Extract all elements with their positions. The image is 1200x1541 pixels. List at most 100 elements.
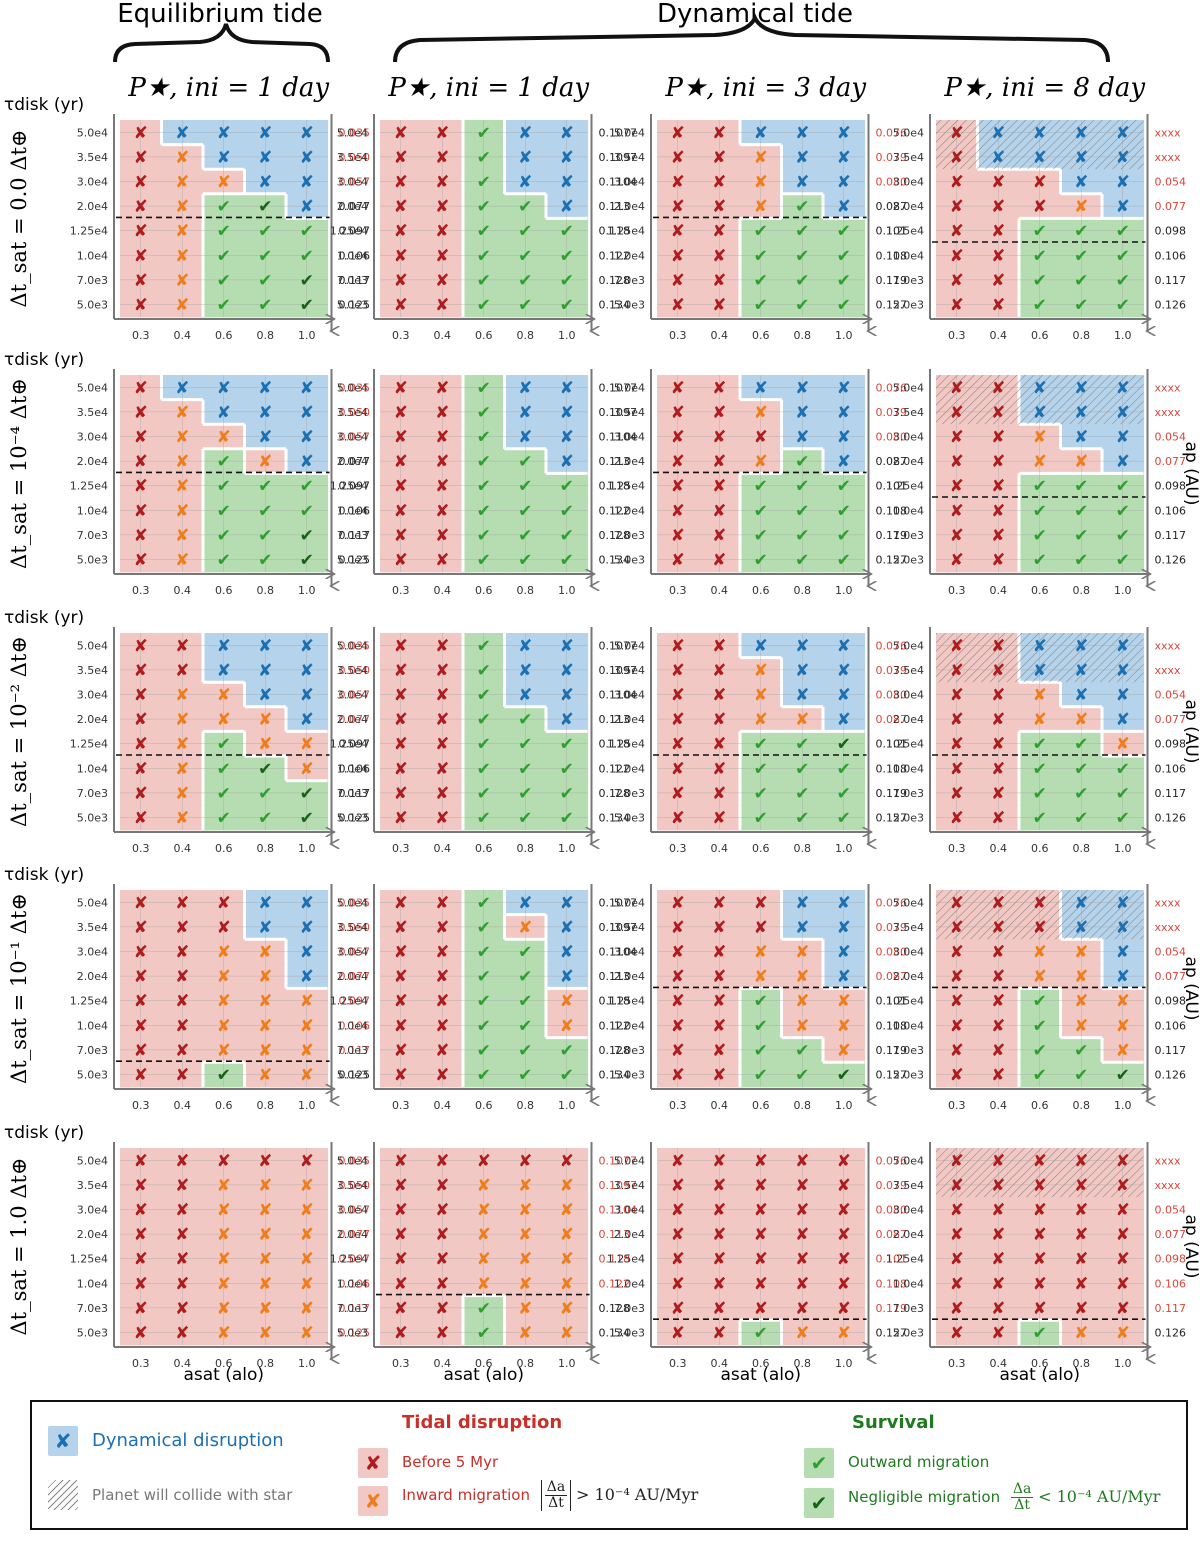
cross-mark: ✘	[795, 1151, 809, 1171]
check-mark: ✔	[1033, 296, 1047, 316]
y-tick-label: 3.5e4	[77, 406, 108, 419]
legend-outward-label: Outward migration	[848, 1453, 990, 1471]
x-tick-label: 1.0	[298, 842, 316, 855]
cell-bg	[823, 522, 866, 548]
cell-bg	[286, 473, 329, 499]
check-mark: ✔	[1074, 246, 1088, 266]
ap-tick-label: 0.126	[1155, 812, 1187, 825]
cell-bg	[781, 448, 824, 474]
cross-mark: ✘	[1116, 452, 1130, 472]
y-tick-label: 7.0e3	[77, 1302, 108, 1315]
check-mark: ✔	[1116, 759, 1130, 779]
y-axis-label: τdisk (yr)	[4, 1123, 84, 1143]
cell-bg	[203, 1013, 246, 1039]
cross-mark: ✘	[1116, 1324, 1130, 1344]
check-mark: ✔	[477, 403, 491, 423]
ap-tick-label: 0.1097	[599, 151, 638, 164]
check-mark: ✔	[754, 526, 768, 546]
check-mark: ✔	[217, 551, 231, 571]
panel-column-title: P★, ini = 1 day	[387, 73, 589, 103]
y-tick-label: 2.0e4	[893, 970, 924, 983]
cell-bg	[286, 706, 329, 732]
cross-mark: ✘	[1074, 686, 1088, 706]
x-tick-label: 1.0	[835, 584, 853, 597]
cross-mark: ✘	[795, 1250, 809, 1270]
check-mark: ✔	[837, 1066, 851, 1086]
y-tick-label: 2.0e4	[893, 200, 924, 213]
cell-bg	[120, 780, 163, 806]
cross-mark: ✘	[217, 893, 231, 913]
cell-bg	[120, 963, 163, 989]
x-tick-label: 0.8	[517, 584, 535, 597]
cell-bg	[244, 424, 287, 450]
y-tick-label: 5.0e4	[614, 639, 645, 652]
y-tick-label: 5.0e3	[77, 554, 108, 567]
cross-mark: ✘	[754, 967, 768, 987]
cell-bg	[203, 890, 246, 916]
cell-bg	[936, 292, 979, 318]
cell-bg	[1102, 682, 1145, 708]
cell-bg	[504, 424, 547, 450]
cell-bg	[740, 988, 783, 1014]
cell-bg	[781, 963, 824, 989]
cross-mark: ✘	[991, 661, 1005, 681]
cell-bg	[161, 633, 204, 659]
cell-bg	[823, 193, 866, 219]
ap-tick-label: 0.122	[599, 249, 631, 262]
y-tick-label: 1.25e4	[330, 738, 368, 751]
ap-tick-label: xxxx	[1155, 664, 1182, 677]
cell-bg	[977, 547, 1020, 573]
cell-bg	[380, 522, 423, 548]
cross-mark: ✘	[300, 378, 314, 398]
cross-mark: ✘	[950, 403, 964, 423]
cross-mark: ✘	[671, 452, 685, 472]
x-tick-label: 0.8	[517, 1099, 535, 1112]
y-tick-label: 1.0e4	[893, 1277, 924, 1290]
cross-mark: ✘	[477, 1225, 491, 1245]
check-mark: ✔	[1033, 992, 1047, 1012]
x-tick-label: 0.4	[174, 584, 192, 597]
cross-mark: ✘	[217, 428, 231, 448]
y-tick-label: 5.0e3	[77, 299, 108, 312]
y-tick-label: 3.5e4	[77, 921, 108, 934]
cell-bg	[823, 805, 866, 831]
cell-bg	[740, 267, 783, 293]
cross-mark: ✘	[1033, 1201, 1047, 1221]
cell-bg	[740, 218, 783, 244]
cross-mark: ✘	[175, 759, 189, 779]
cross-mark: ✘	[712, 1299, 726, 1319]
cross-mark: ✘	[950, 477, 964, 497]
cross-mark: ✘	[754, 661, 768, 681]
cross-mark: ✘	[560, 967, 574, 987]
ap-tick-label: 0.077	[339, 713, 371, 726]
cell-bg	[1060, 193, 1103, 219]
cell-bg	[1060, 522, 1103, 548]
ap-tick-label: 0.080	[876, 176, 908, 189]
cross-mark: ✘	[950, 1250, 964, 1270]
cell-bg	[120, 805, 163, 831]
ap-tick-label: xxxx	[1155, 921, 1182, 934]
cross-mark: ✘	[712, 661, 726, 681]
cell-bg	[740, 1062, 783, 1088]
ap-tick-label: 0.127	[876, 1069, 908, 1082]
cross-mark: ✘	[134, 271, 148, 291]
check-mark: ✔	[1116, 296, 1130, 316]
cell-bg	[504, 1062, 547, 1088]
check-mark: ✔	[518, 477, 532, 497]
cell-bg	[936, 706, 979, 732]
cell-bg	[657, 939, 700, 965]
cross-mark: ✘	[560, 403, 574, 423]
cell-bg	[936, 805, 979, 831]
cross-mark: ✘	[300, 1250, 314, 1270]
cross-mark: ✘	[175, 809, 189, 829]
cross-mark: ✘	[1074, 992, 1088, 1012]
cell-bg	[203, 1037, 246, 1063]
y-tick-label: 5.0e3	[614, 1069, 645, 1082]
x-tick-label: 0.4	[434, 584, 452, 597]
ap-tick-label: 0.106	[1155, 504, 1187, 517]
cell-bg	[244, 522, 287, 548]
cell-bg	[1102, 547, 1145, 573]
check-mark: ✔	[300, 477, 314, 497]
y-tick-label: 2.0e4	[893, 713, 924, 726]
y-tick-label: 1.0e4	[337, 1277, 368, 1290]
